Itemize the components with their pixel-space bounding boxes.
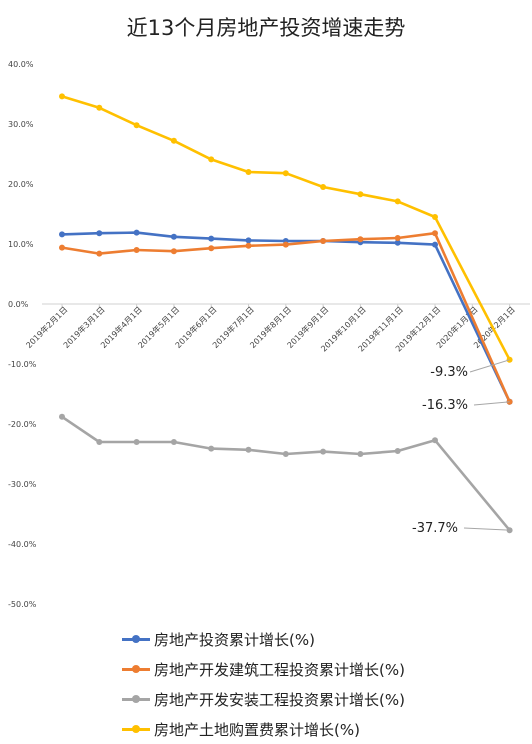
data-point xyxy=(96,104,103,111)
data-point xyxy=(282,451,289,457)
data-point xyxy=(394,239,401,246)
series-line xyxy=(61,415,511,532)
data-point xyxy=(170,137,177,144)
data-point xyxy=(357,451,364,457)
data-point xyxy=(59,231,65,238)
data-point xyxy=(59,413,65,420)
legend-swatch xyxy=(122,722,150,736)
legend-label: 房地产开发安装工程投资累计增长(%) xyxy=(154,690,405,709)
legend-item: 房地产投资累计增长(%) xyxy=(122,624,405,654)
data-point xyxy=(96,250,103,257)
data-point xyxy=(245,237,252,244)
data-point xyxy=(282,170,289,177)
data-point xyxy=(245,169,252,175)
chart-annotations: -9.3% -16.3% -37.7% xyxy=(412,359,510,536)
data-point xyxy=(320,448,327,455)
callout-leader xyxy=(463,527,510,531)
data-point xyxy=(96,230,103,237)
data-point xyxy=(432,214,438,220)
legend-swatch xyxy=(122,692,150,706)
legend-label: 房地产土地购置费累计增长(%) xyxy=(154,720,360,739)
data-point xyxy=(208,235,215,242)
data-point xyxy=(208,156,215,163)
data-point xyxy=(208,445,215,452)
legend-swatch xyxy=(122,662,150,676)
data-point xyxy=(208,245,215,252)
data-point xyxy=(282,241,289,248)
data-point xyxy=(59,244,65,251)
data-point xyxy=(320,184,327,190)
data-point xyxy=(133,247,140,253)
data-point xyxy=(357,236,364,243)
data-point xyxy=(170,439,177,445)
data-point xyxy=(170,248,177,255)
legend-item: 房地产开发安装工程投资累计增长(%) xyxy=(122,684,405,714)
y-tick-label: -50.0% xyxy=(8,600,37,609)
chart-legend: 房地产投资累计增长(%) 房地产开发建筑工程投资累计增长(%) 房地产开发安装工… xyxy=(122,624,405,744)
y-tick-label: -20.0% xyxy=(8,420,37,429)
series-line xyxy=(61,95,511,361)
data-label: -16.3% xyxy=(422,398,468,413)
callout-leader xyxy=(469,359,510,373)
data-point xyxy=(394,448,401,454)
data-point xyxy=(394,198,401,205)
y-tick-label: 30.0% xyxy=(8,120,34,129)
chart-title: 近13个月房地产投资增速走势 xyxy=(126,16,406,40)
data-point xyxy=(133,122,140,129)
y-tick-label: -30.0% xyxy=(8,480,37,489)
data-point xyxy=(357,191,364,198)
legend-item: 房地产土地购置费累计增长(%) xyxy=(122,714,405,744)
series-line xyxy=(61,231,511,403)
data-point xyxy=(96,439,103,445)
legend-swatch xyxy=(122,632,150,646)
data-point xyxy=(432,437,438,444)
y-tick-label: 20.0% xyxy=(8,180,34,189)
data-point xyxy=(245,242,252,249)
data-point xyxy=(133,229,140,236)
y-tick-label: 0.0% xyxy=(8,300,29,309)
series-line xyxy=(61,231,511,403)
legend-label: 房地产开发建筑工程投资累计增长(%) xyxy=(154,660,405,679)
data-point xyxy=(59,93,65,100)
data-point xyxy=(394,235,401,241)
legend-item: 房地产开发建筑工程投资累计增长(%) xyxy=(122,654,405,684)
data-point xyxy=(133,439,140,445)
data-point xyxy=(320,238,327,244)
data-label: -37.7% xyxy=(412,521,458,536)
data-point xyxy=(170,233,177,240)
data-point xyxy=(432,241,438,248)
y-tick-label: -10.0% xyxy=(8,360,37,369)
data-point xyxy=(432,230,438,237)
y-tick-label: -40.0% xyxy=(8,540,37,549)
y-tick-label: 10.0% xyxy=(8,240,34,249)
data-label: -9.3% xyxy=(430,365,468,380)
y-tick-label: 40.0% xyxy=(8,60,34,69)
legend-label: 房地产投资累计增长(%) xyxy=(154,630,315,649)
data-point xyxy=(245,446,252,453)
callout-leader xyxy=(473,401,510,406)
chart-series xyxy=(59,93,513,534)
